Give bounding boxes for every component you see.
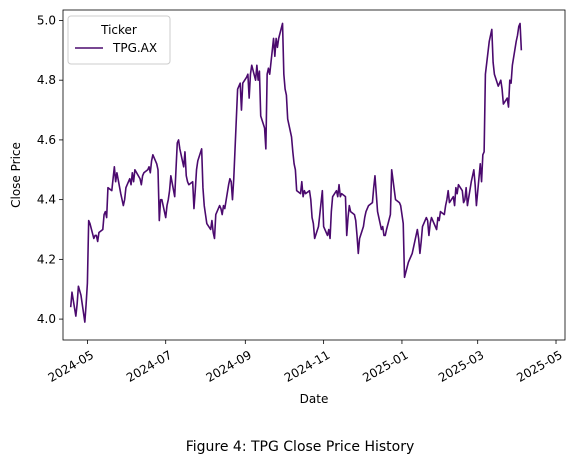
y-tick-label: 4.2	[37, 252, 56, 266]
y-axis-label: Close Price	[9, 142, 23, 208]
x-tick-label: 2024-05	[46, 348, 96, 385]
y-tick-label: 4.0	[37, 312, 56, 326]
legend-entry-label: TPG.AX	[112, 41, 157, 55]
x-axis-label: Date	[300, 392, 329, 406]
x-tick-label: 2025-05	[514, 348, 564, 385]
y-tick-label: 5.0	[37, 13, 56, 27]
y-tick-label: 4.8	[37, 73, 56, 87]
plot-frame	[62, 9, 566, 341]
legend-box	[67, 15, 171, 65]
legend-title: Ticker	[100, 23, 137, 37]
x-tick-label: 2025-01	[360, 348, 410, 385]
x-tick-label: 2024-09	[204, 348, 254, 385]
y-tick-label: 4.6	[37, 133, 56, 147]
series-line-tpg-ax	[69, 22, 523, 323]
x-tick-label: 2025-03	[436, 348, 486, 385]
y-tick-label: 4.4	[37, 193, 56, 207]
legend: Ticker TPG.AX	[67, 15, 171, 65]
x-tick-label: 2024-07	[124, 348, 174, 385]
x-tick-label: 2024-11	[282, 348, 332, 385]
figure-caption: Figure 4: TPG Close Price History	[186, 439, 415, 455]
